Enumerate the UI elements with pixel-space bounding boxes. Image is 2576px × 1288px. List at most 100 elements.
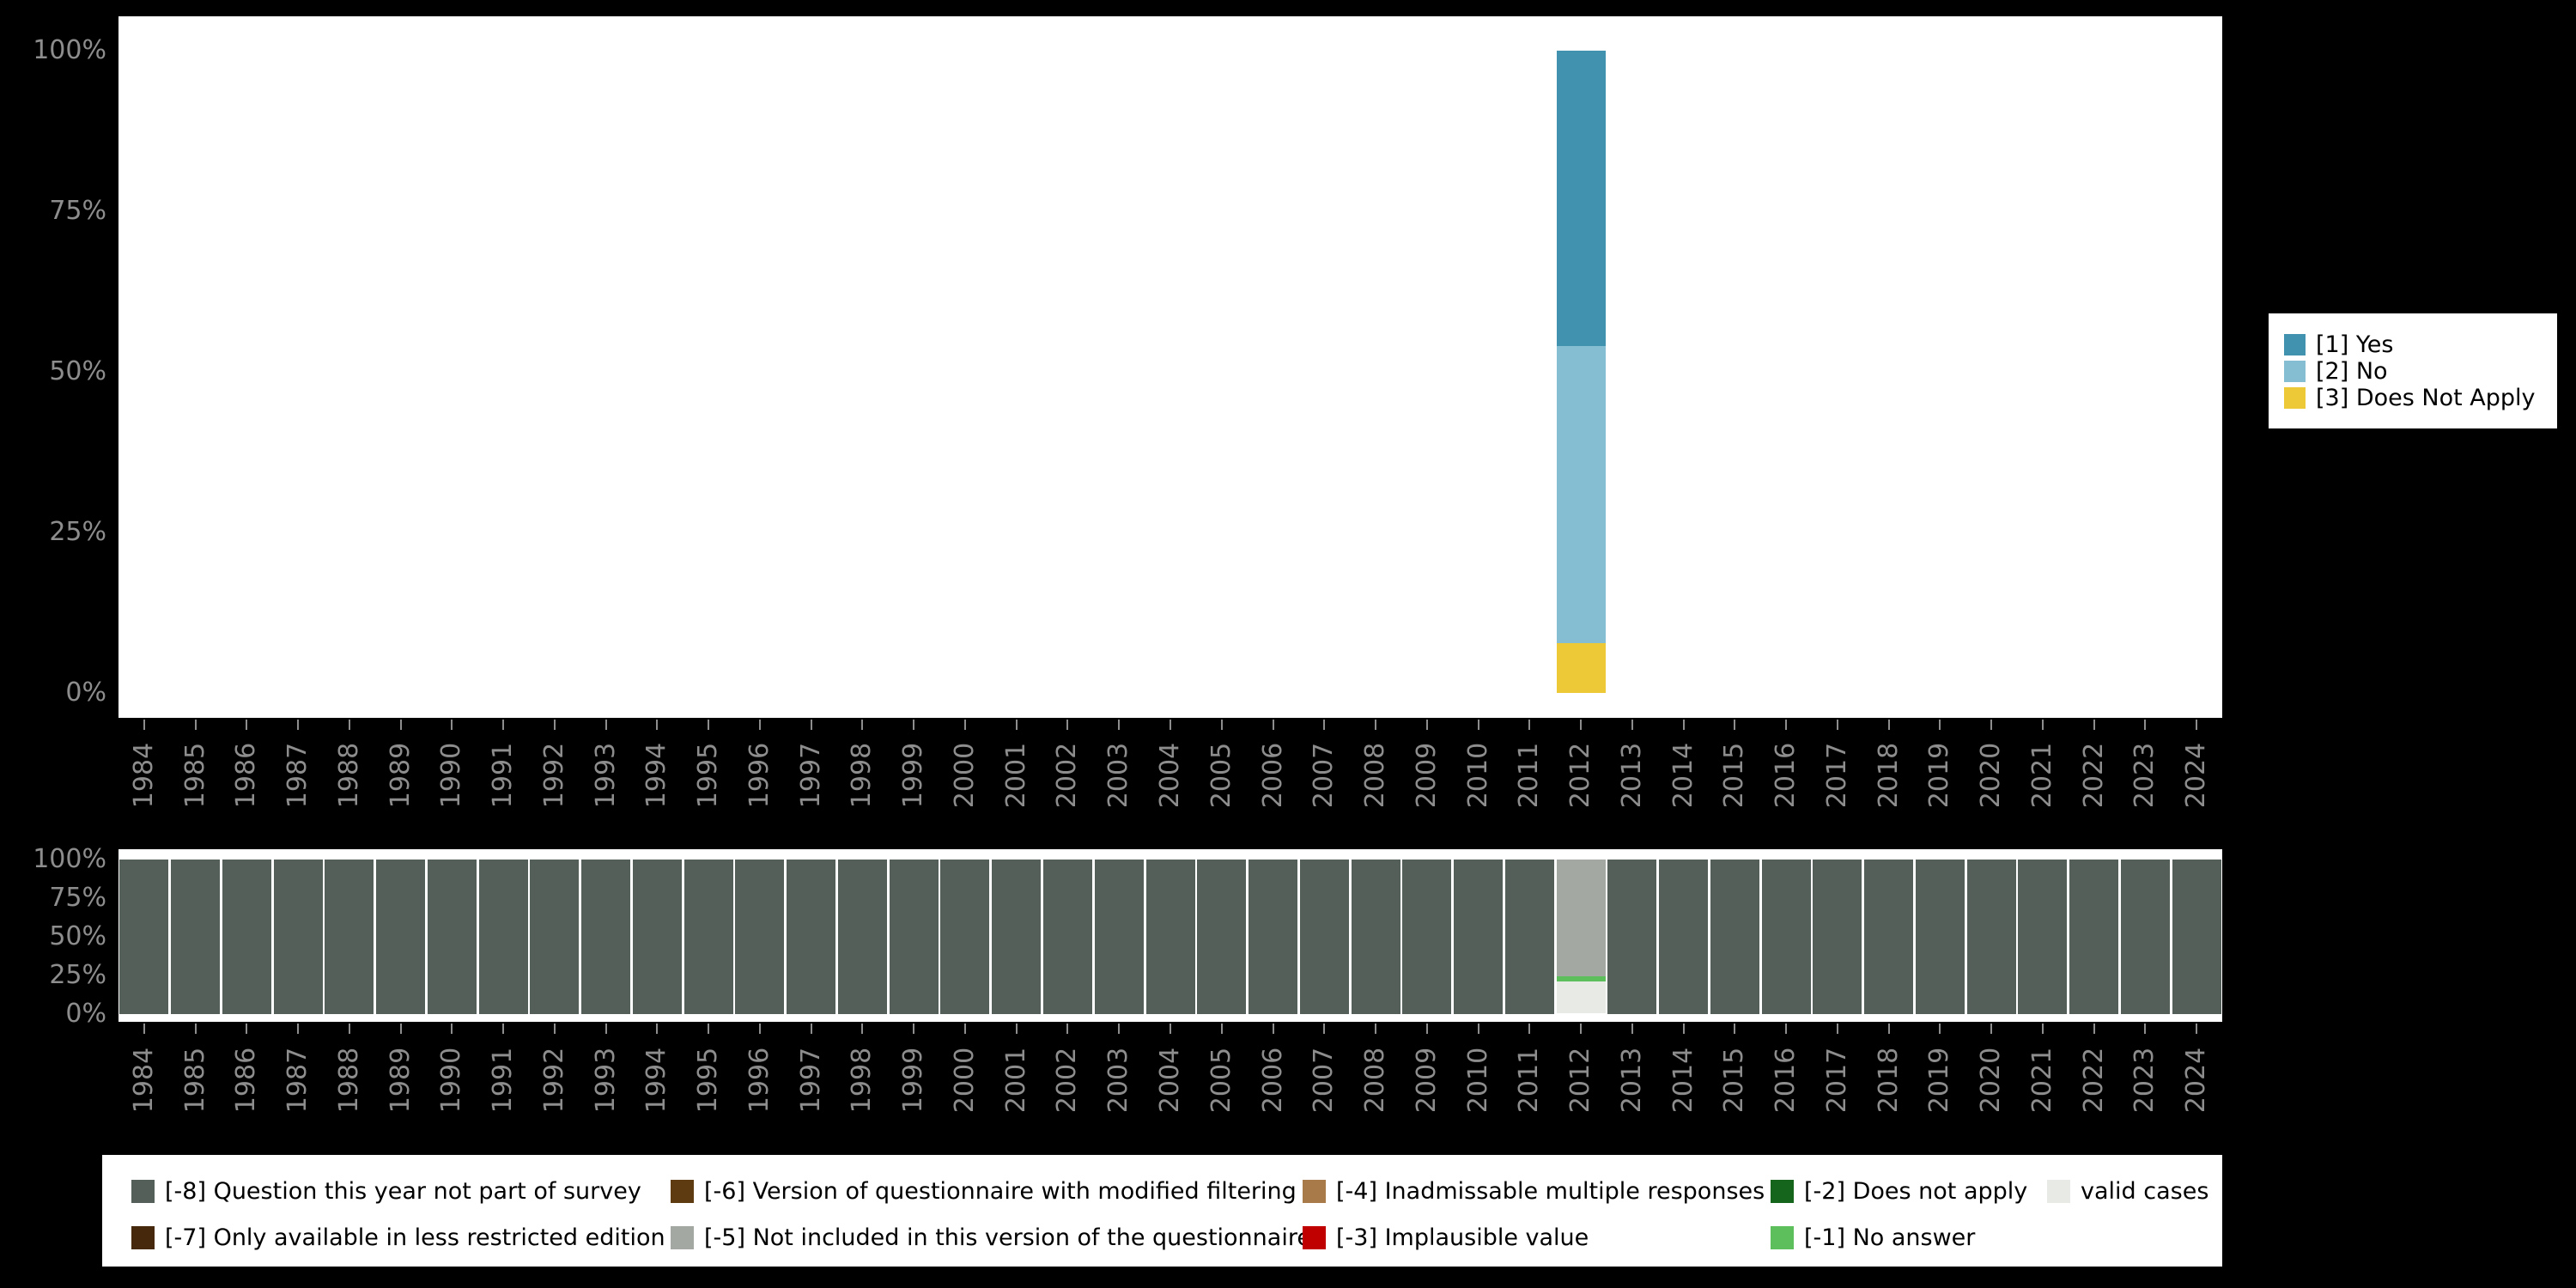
missing-bar-segment[interactable]	[119, 859, 169, 1014]
missing-bar-segment[interactable]	[222, 859, 271, 1014]
bottom-y-axis-tick-label: 0%	[65, 998, 106, 1029]
missing-bar-segment[interactable]	[1761, 859, 1811, 1014]
bottom-x-axis-year-label: 2020	[1976, 1047, 2007, 1114]
top-x-axis-year-label: 2004	[1155, 742, 1185, 809]
bottom-x-axis-tick	[1015, 1024, 1018, 1034]
missing-bar-segment[interactable]	[2069, 859, 2119, 1014]
bottom-x-axis-tick	[708, 1024, 710, 1034]
top-x-axis-tick	[1066, 720, 1069, 730]
bottom-x-axis-year-label: 1984	[128, 1047, 159, 1114]
top-x-axis-year-label: 1984	[128, 742, 159, 809]
bottom-x-axis-year-label: 2011	[1514, 1047, 1545, 1114]
missing-bar-segment[interactable]	[2120, 859, 2170, 1014]
missing-bar-segment[interactable]	[889, 859, 939, 1014]
missing-bar-segment[interactable]	[1813, 859, 1862, 1014]
bottom-x-axis-tick	[1220, 1024, 1223, 1034]
missing-bar-segment[interactable]	[1504, 859, 1554, 1014]
missing-bar-segment[interactable]	[1556, 981, 1606, 1014]
top-x-axis-year-label: 2013	[1616, 742, 1647, 809]
missing-bar-segment[interactable]	[837, 859, 887, 1014]
top-x-axis-tick	[708, 720, 710, 730]
top-x-axis-tick	[1734, 720, 1736, 730]
missing-bar-segment[interactable]	[1966, 859, 2016, 1014]
bottom-x-axis-year-label: 2014	[1668, 1047, 1698, 1114]
bottom-x-axis-tick	[194, 1024, 197, 1034]
missing-bar-segment[interactable]	[1351, 859, 1400, 1014]
legend-item: [-2] Does not apply	[1771, 1177, 2027, 1205]
bottom-x-axis-tick	[553, 1024, 556, 1034]
missing-bar-segment[interactable]	[325, 859, 374, 1014]
response-bar-segment[interactable]	[1556, 643, 1606, 693]
missing-bar-segment[interactable]	[1299, 859, 1349, 1014]
top-x-axis-year-label: 1997	[795, 742, 826, 809]
missing-bar-segment[interactable]	[1556, 859, 1606, 977]
missing-bar-segment[interactable]	[1864, 859, 1914, 1014]
missing-bar-segment[interactable]	[1402, 859, 1452, 1014]
bottom-x-axis-tick	[348, 1024, 350, 1034]
bottom-x-axis-tick	[1631, 1024, 1633, 1034]
top-x-axis-tick	[502, 720, 505, 730]
top-x-axis-tick	[1785, 720, 1788, 730]
bottom-x-axis-year-label: 1998	[847, 1047, 878, 1114]
missing-bar-segment[interactable]	[376, 859, 426, 1014]
missing-bar-segment[interactable]	[1607, 859, 1657, 1014]
missing-bar-segment[interactable]	[478, 859, 528, 1014]
missing-bar-segment[interactable]	[1197, 859, 1247, 1014]
bottom-x-axis-tick	[758, 1024, 761, 1034]
missing-bar-segment[interactable]	[1454, 859, 1504, 1014]
top-x-axis-year-label: 1989	[385, 742, 416, 809]
response-bar-segment[interactable]	[1556, 51, 1606, 347]
bottom-x-axis-tick	[1170, 1024, 1171, 1034]
top-x-axis-tick	[2093, 720, 2095, 730]
legend-label: [-6] Version of questionnaire with modif…	[704, 1177, 1297, 1205]
missing-bar-segment[interactable]	[1042, 859, 1092, 1014]
bottom-x-axis-tick	[605, 1024, 607, 1034]
bottom-x-axis-year-label: 2024	[2181, 1047, 2212, 1114]
bottom-x-axis-tick	[502, 1024, 505, 1034]
top-x-axis-year-label: 2005	[1206, 742, 1236, 809]
response-bar-segment[interactable]	[1556, 346, 1606, 644]
top-x-axis-year-label: 2010	[1462, 742, 1493, 809]
missing-bar-segment[interactable]	[1556, 976, 1606, 981]
missing-bar-segment[interactable]	[735, 859, 785, 1014]
bottom-x-axis-tick	[1785, 1024, 1788, 1034]
missing-bar-segment[interactable]	[787, 859, 836, 1014]
top-x-axis-year-label: 2001	[1000, 742, 1031, 809]
top-y-axis-tick-label: 25%	[49, 517, 106, 547]
missing-bar-segment[interactable]	[1094, 859, 1144, 1014]
bottom-y-axis-tick-label: 50%	[49, 920, 106, 951]
missing-bar-segment[interactable]	[632, 859, 682, 1014]
missing-bar-segment[interactable]	[273, 859, 323, 1014]
top-x-axis-tick	[1015, 720, 1018, 730]
missing-bar-segment[interactable]	[530, 859, 580, 1014]
top-x-axis-year-label: 1992	[538, 742, 569, 809]
missing-bar-segment[interactable]	[1710, 859, 1759, 1014]
response-categories-legend: [1] Yes [2] No [3] Does Not Apply	[2269, 313, 2557, 428]
top-x-axis-tick	[1580, 720, 1583, 730]
missing-bar-segment[interactable]	[683, 859, 733, 1014]
bottom-x-axis-year-label: 2007	[1309, 1047, 1340, 1114]
bottom-y-axis-tick-label: 25%	[49, 959, 106, 990]
bottom-x-axis-year-label: 1985	[179, 1047, 210, 1114]
top-x-axis-year-label: 2002	[1052, 742, 1083, 809]
missing-bar-segment[interactable]	[171, 859, 221, 1014]
missing-bar-segment[interactable]	[2018, 859, 2068, 1014]
bottom-x-axis-tick	[297, 1024, 300, 1034]
missing-bar-segment[interactable]	[1249, 859, 1297, 1014]
legend-swatch	[131, 1225, 155, 1249]
bottom-x-axis-year-label: 2016	[1771, 1047, 1801, 1114]
missing-bar-segment[interactable]	[940, 859, 990, 1014]
missing-bar-segment[interactable]	[427, 859, 477, 1014]
missing-bar-segment[interactable]	[581, 859, 631, 1014]
legend-label: valid cases	[2081, 1177, 2209, 1205]
missing-bar-segment[interactable]	[1659, 859, 1709, 1014]
top-x-axis-tick	[399, 720, 402, 730]
missing-bar-segment[interactable]	[992, 859, 1042, 1014]
top-x-axis-tick	[1425, 720, 1428, 730]
missing-bar-segment[interactable]	[2172, 859, 2221, 1014]
bottom-x-axis-year-label: 1987	[283, 1047, 313, 1114]
missing-bar-segment[interactable]	[1145, 859, 1195, 1014]
missing-bar-segment[interactable]	[1915, 859, 1965, 1014]
top-x-axis-tick	[913, 720, 915, 730]
legend-label: [-4] Inadmissable multiple responses	[1336, 1177, 1765, 1205]
